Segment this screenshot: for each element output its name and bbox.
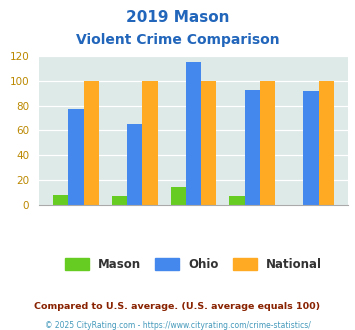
Bar (112, 196, 127, 205)
Bar (318, 81, 334, 205)
Text: © 2025 CityRating.com - https://www.cityrating.com/crime-statistics/: © 2025 CityRating.com - https://www.city… (45, 321, 310, 330)
Bar (69, 109, 84, 205)
Bar (53, 195, 69, 205)
Bar (84, 81, 99, 205)
Bar (260, 81, 275, 205)
Text: Compared to U.S. average. (U.S. average equals 100): Compared to U.S. average. (U.S. average … (34, 302, 321, 311)
Bar (170, 187, 186, 205)
Bar (186, 62, 201, 205)
Bar (127, 124, 142, 205)
Text: 2019 Mason: 2019 Mason (126, 10, 229, 25)
Text: Violent Crime Comparison: Violent Crime Comparison (76, 33, 279, 47)
Bar (229, 196, 245, 205)
Bar (142, 81, 158, 205)
Bar (201, 81, 217, 205)
Bar (303, 91, 318, 205)
Bar (245, 89, 260, 205)
Legend: Mason, Ohio, National: Mason, Ohio, National (60, 253, 327, 276)
